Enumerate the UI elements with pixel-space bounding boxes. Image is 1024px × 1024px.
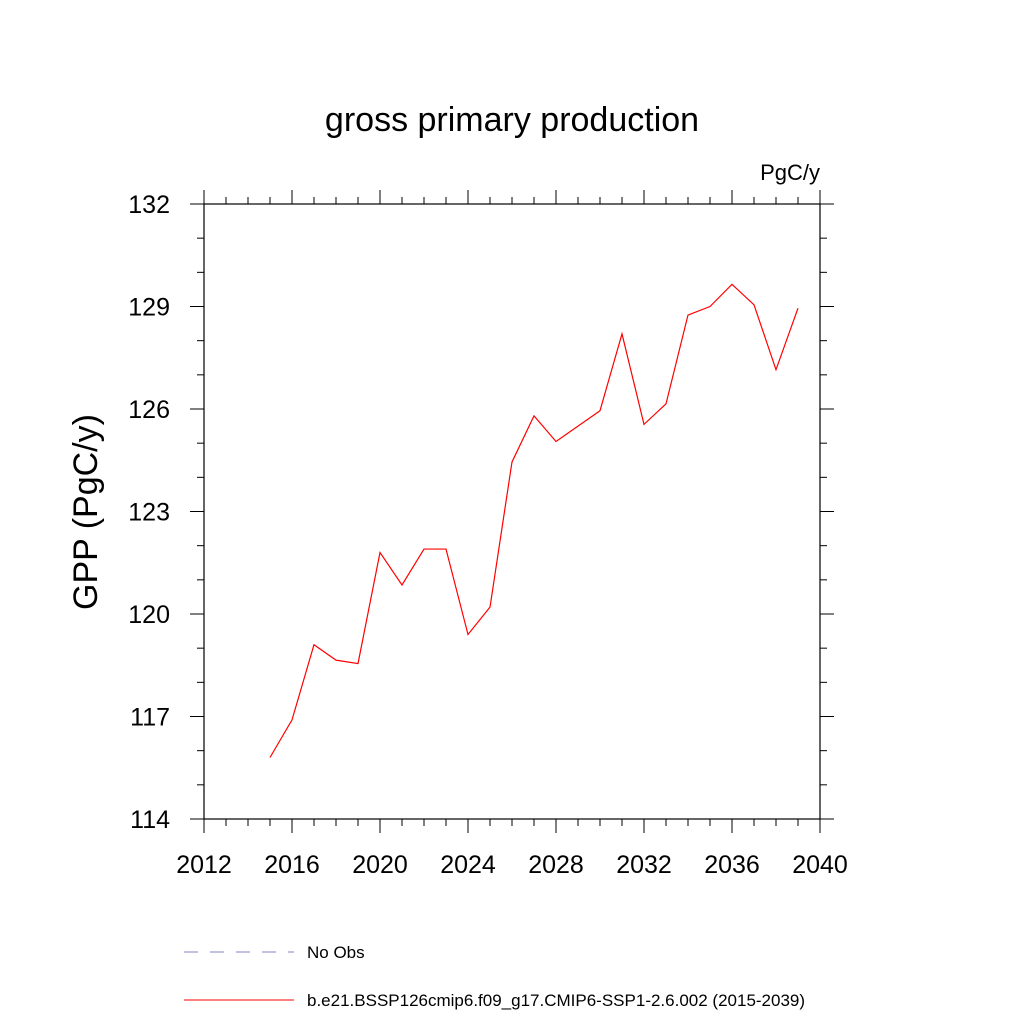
y-axis-label: GPP (PgC/y) [67, 414, 105, 610]
legend-label-model: b.e21.BSSP126cmip6.f09_g17.CMIP6-SSP1-2.… [307, 991, 805, 1010]
x-tick-label: 2024 [440, 851, 496, 879]
x-tick-label: 2036 [704, 851, 760, 879]
x-tick-label: 2032 [616, 851, 672, 879]
x-tick-label: 2028 [528, 851, 584, 879]
y-tick-label: 126 [128, 396, 170, 424]
chart-title: gross primary production [325, 101, 699, 139]
y-tick-label: 132 [128, 191, 170, 219]
plot-frame [203, 203, 821, 820]
y-tick-label: 120 [128, 601, 170, 629]
series-line-0 [269, 283, 799, 758]
x-tick-label: 2020 [352, 851, 408, 879]
data-series [269, 283, 799, 758]
legend: No Obs b.e21.BSSP126cmip6.f09_g17.CMIP6-… [184, 943, 805, 1010]
legend-label-no-obs: No Obs [307, 943, 365, 962]
y-tick-label: 114 [130, 806, 170, 834]
y-tick-label: 117 [130, 704, 170, 732]
x-tick-label: 2012 [176, 851, 232, 879]
y-tick-labels: 114 117 120 123 126 129 132 [128, 191, 170, 834]
x-tick-label: 2016 [264, 851, 320, 879]
units-label: PgC/y [760, 160, 820, 185]
x-tick-label: 2040 [792, 851, 848, 879]
y-tick-label: 129 [128, 294, 170, 322]
x-tick-labels: 2012 2016 2020 2024 2028 2032 2036 2040 [176, 851, 848, 879]
y-tick-label: 123 [128, 499, 170, 527]
axis-ticks [190, 190, 834, 833]
